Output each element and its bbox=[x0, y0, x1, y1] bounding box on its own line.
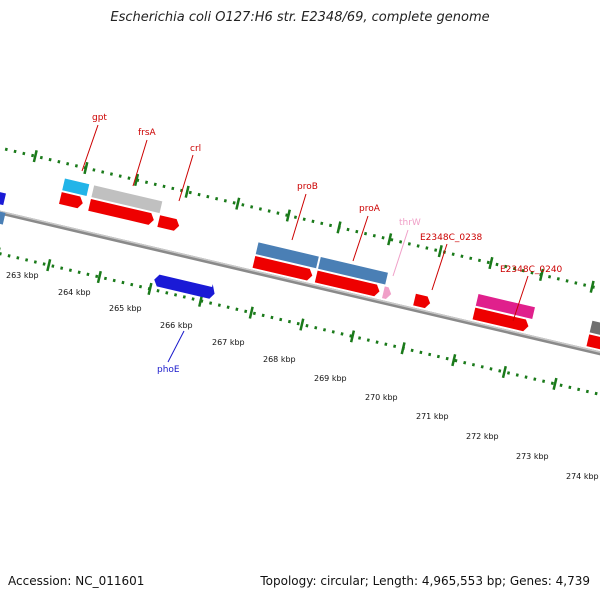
major-tick bbox=[32, 150, 38, 163]
cds-arrow[interactable] bbox=[88, 199, 155, 226]
gene-feature[interactable] bbox=[91, 185, 163, 214]
cds-arrow[interactable] bbox=[586, 334, 600, 356]
major-tick bbox=[235, 197, 241, 210]
major-tick bbox=[133, 173, 140, 187]
tick-label: 264 kbp bbox=[58, 288, 91, 297]
cds-track bbox=[59, 192, 600, 356]
major-tick bbox=[46, 259, 52, 272]
cds-arrow[interactable] bbox=[314, 270, 381, 298]
major-tick bbox=[488, 256, 494, 270]
gene-label-crl[interactable]: crl bbox=[190, 144, 201, 154]
gene-track-outer bbox=[0, 178, 600, 342]
tick-label: 265 kbp bbox=[109, 304, 142, 313]
gene-feature[interactable] bbox=[0, 184, 6, 206]
tick-label: 270 kbp bbox=[365, 393, 398, 402]
cds-arrow[interactable] bbox=[59, 192, 84, 209]
map-title: Escherichia coli O127:H6 str. E2348/69, … bbox=[110, 10, 490, 25]
tick-label: 268 kbp bbox=[263, 355, 296, 364]
tick-label: 271 kbp bbox=[416, 412, 449, 421]
major-tick bbox=[184, 185, 190, 198]
tick-label: 266 kbp bbox=[160, 321, 193, 330]
major-tick bbox=[349, 330, 356, 343]
major-tick bbox=[552, 377, 558, 391]
gene-label-proB[interactable]: proB bbox=[297, 182, 318, 192]
tick-labels: 263 kbp 264 kbp 265 kbp 266 kbp 267 kbp … bbox=[6, 271, 599, 481]
gene-label-thrW[interactable]: thrW bbox=[399, 218, 421, 228]
tick-label: 263 kbp bbox=[6, 271, 39, 280]
cds-arrow[interactable] bbox=[413, 293, 431, 309]
gene-label-gpt[interactable]: gpt bbox=[92, 113, 107, 123]
major-tick bbox=[299, 318, 305, 331]
gene-feature[interactable] bbox=[475, 294, 535, 319]
gene-feature[interactable] bbox=[318, 257, 388, 285]
major-tick bbox=[589, 280, 595, 293]
major-tick bbox=[248, 306, 254, 319]
gene-feature[interactable] bbox=[62, 178, 90, 196]
tick-label: 267 kbp bbox=[212, 338, 245, 347]
gene-label-frsA[interactable]: frsA bbox=[138, 128, 157, 138]
label-leaders bbox=[81, 124, 529, 363]
tick-label: 269 kbp bbox=[314, 374, 347, 383]
major-tick bbox=[437, 245, 443, 258]
cds-arrow[interactable] bbox=[252, 256, 314, 281]
major-tick bbox=[400, 342, 406, 355]
tick-label: 274 kbp bbox=[566, 472, 599, 481]
gene-label-E2348C_0240[interactable]: E2348C_0240 bbox=[500, 265, 563, 275]
cds-arrow[interactable] bbox=[472, 307, 530, 332]
major-tick bbox=[538, 268, 545, 282]
outer-major-ticks bbox=[32, 150, 595, 293]
gene-labels: gpt frsA crl proB proA thrW E2348C_0238 … bbox=[92, 113, 563, 375]
tick-label: 272 kbp bbox=[466, 432, 499, 441]
gene-feature[interactable] bbox=[0, 203, 6, 225]
topology-text: Topology: circular; Length: 4,965,553 bp… bbox=[260, 574, 590, 588]
major-tick bbox=[336, 221, 342, 234]
major-tick bbox=[387, 233, 393, 246]
trna-arrow[interactable] bbox=[382, 286, 393, 300]
major-tick bbox=[451, 354, 457, 367]
gene-feature-arrow[interactable] bbox=[153, 271, 217, 300]
major-tick bbox=[501, 365, 507, 379]
accession-text: Accession: NC_011601 bbox=[8, 574, 145, 588]
major-tick bbox=[147, 282, 153, 296]
major-tick bbox=[96, 270, 102, 284]
inner-tick-ring bbox=[0, 245, 600, 402]
major-tick bbox=[83, 161, 89, 175]
gene-label-phoE[interactable]: phoE bbox=[157, 365, 180, 375]
outer-tick-ring bbox=[0, 145, 600, 302]
tick-label: 273 kbp bbox=[516, 452, 549, 461]
gene-label-E2348C_0238[interactable]: E2348C_0238 bbox=[420, 233, 483, 243]
cds-arrow[interactable] bbox=[157, 215, 180, 231]
major-tick bbox=[285, 209, 291, 222]
gene-feature[interactable] bbox=[255, 242, 319, 269]
gene-label-proA[interactable]: proA bbox=[359, 204, 381, 214]
